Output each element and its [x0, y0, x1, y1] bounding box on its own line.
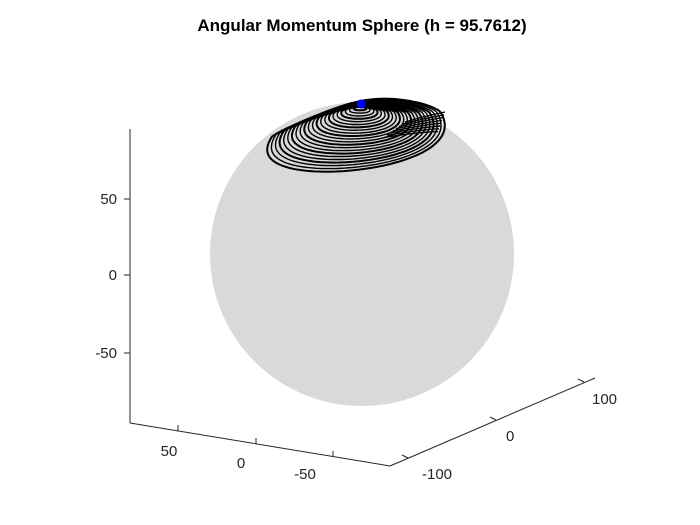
- x-tick-label--50: -50: [294, 466, 316, 483]
- y-axis-line: [389, 377, 596, 467]
- y-tick-mark-0: [489, 416, 497, 421]
- trajectory-tail: [395, 119, 443, 130]
- y-tick-mark--100: [401, 454, 409, 459]
- chart-title: Angular Momentum Sphere (h = 95.7612): [197, 16, 526, 35]
- trajectory-tail: [383, 130, 439, 139]
- z-tick-label-0: 0: [109, 267, 117, 284]
- y-tick-label--100: -100: [422, 466, 452, 483]
- trajectory-tail: [401, 114, 445, 125]
- x-axis-line: [129, 422, 391, 467]
- y-tick-mark-100: [577, 378, 585, 383]
- trajectory-tail: [386, 128, 440, 136]
- trajectory-tail: [389, 125, 441, 134]
- marker-point: [356, 99, 366, 109]
- trajectory-tail: [404, 111, 446, 123]
- x-tick-label-50: 50: [161, 443, 178, 460]
- trajectory-tail: [398, 116, 444, 128]
- trajectory-tail: [392, 122, 442, 132]
- y-tick-label-100: 100: [592, 391, 617, 408]
- y-tick-label-0: 0: [506, 428, 514, 445]
- z-tick-label-50: 50: [100, 191, 117, 208]
- x-tick-label-0: 0: [237, 455, 245, 472]
- z-tick-label--50: -50: [95, 345, 117, 362]
- sphere-surface: [210, 102, 514, 406]
- trajectory-loop: [266, 97, 446, 173]
